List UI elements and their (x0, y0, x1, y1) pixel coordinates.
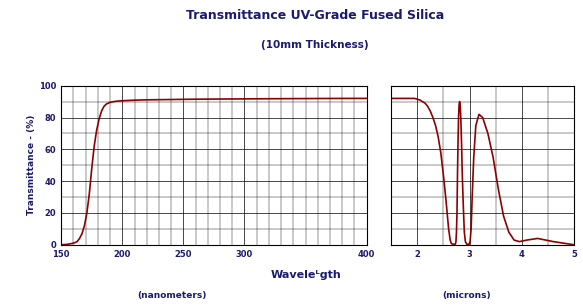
Text: Waveleᴸgth: Waveleᴸgth (271, 270, 342, 280)
Text: (10mm Thickness): (10mm Thickness) (261, 40, 368, 50)
Y-axis label: Transmittance - (%): Transmittance - (%) (27, 115, 36, 215)
Text: (microns): (microns) (442, 291, 491, 300)
Text: (nanometers): (nanometers) (138, 291, 206, 300)
Text: Transmittance UV-Grade Fused Silica: Transmittance UV-Grade Fused Silica (186, 9, 444, 22)
